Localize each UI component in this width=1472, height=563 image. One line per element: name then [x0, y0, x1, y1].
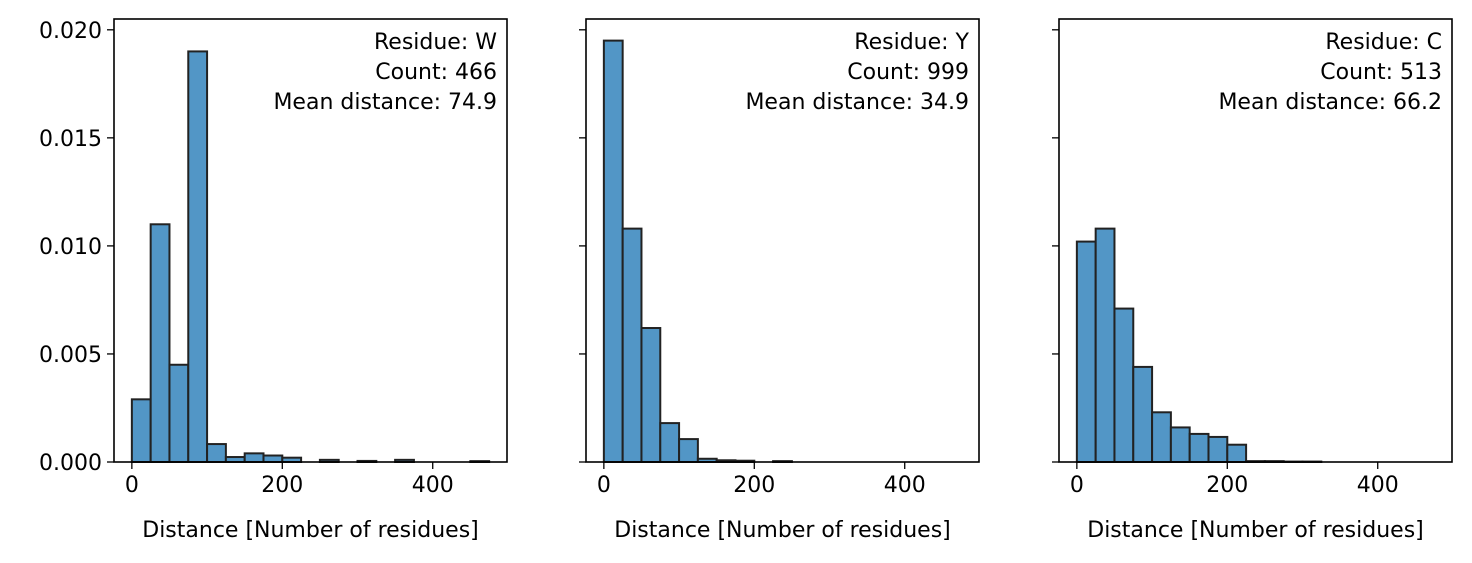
x-axis-label: Distance [Number of residues] — [1087, 518, 1424, 543]
annotation: Residue: C — [1325, 30, 1442, 55]
bar — [659, 422, 681, 464]
bar — [621, 227, 643, 463]
y-tick-label: 0.000 — [39, 451, 102, 476]
x-tick-label: 400 — [884, 473, 926, 498]
x-axis-label: Distance [Number of residues] — [614, 518, 951, 543]
bar — [1188, 432, 1210, 464]
y-tick-label: 0.010 — [39, 235, 102, 260]
bar — [187, 50, 209, 463]
bar — [1132, 365, 1154, 464]
bar — [1226, 443, 1248, 463]
axes-frame — [113, 18, 508, 463]
bar — [678, 438, 699, 463]
bar — [640, 327, 662, 463]
axes-frame — [585, 18, 980, 463]
x-tick-label: 0 — [125, 473, 139, 498]
bar — [1207, 435, 1229, 463]
x-tick-label: 400 — [412, 473, 454, 498]
y-tick-label: 0.005 — [39, 343, 102, 368]
x-tick-label: 400 — [1357, 473, 1399, 498]
bar — [1113, 307, 1135, 464]
y-tick-label: 0.020 — [39, 19, 102, 44]
annotation: Count: 999 — [847, 60, 969, 85]
bar — [168, 363, 190, 464]
bar — [243, 452, 265, 464]
x-tick-label: 200 — [733, 473, 775, 498]
axes-frame — [1058, 18, 1453, 463]
bar — [130, 398, 152, 463]
bar — [149, 223, 171, 463]
annotation: Residue: Y — [854, 30, 969, 55]
annotation: Mean distance: 34.9 — [745, 90, 969, 115]
bar — [1094, 227, 1116, 463]
x-tick-label: 200 — [1206, 473, 1248, 498]
x-tick-label: 200 — [261, 473, 303, 498]
bar — [1151, 411, 1172, 463]
y-tick-label: 0.015 — [39, 127, 102, 152]
annotation: Residue: W — [374, 30, 497, 55]
bar — [1169, 426, 1191, 463]
annotation: Count: 466 — [375, 60, 497, 85]
bar — [206, 443, 227, 464]
bar — [602, 39, 624, 464]
x-tick-label: 0 — [1070, 473, 1084, 498]
x-axis-label: Distance [Number of residues] — [142, 518, 479, 543]
x-tick-label: 0 — [597, 473, 611, 498]
bar — [262, 454, 284, 463]
annotation: Count: 513 — [1320, 60, 1442, 85]
annotation: Mean distance: 74.9 — [273, 90, 497, 115]
bar — [1075, 240, 1097, 463]
annotation: Mean distance: 66.2 — [1218, 90, 1442, 115]
